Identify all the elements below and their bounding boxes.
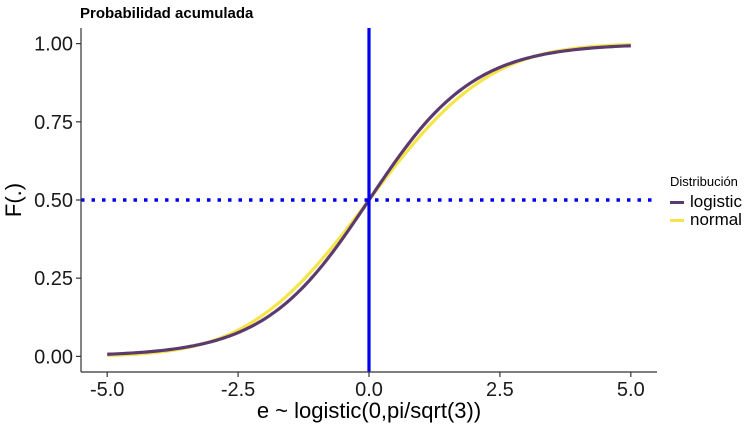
- y-tick-label: 0.00: [34, 346, 73, 368]
- y-tick-label: 1.00: [34, 34, 73, 56]
- x-axis-title: e ~ logistic(0,pi/sqrt(3)): [257, 398, 481, 423]
- legend-label-logistic: logistic: [690, 192, 742, 211]
- chart-title: Probabilidad acumulada: [80, 5, 254, 22]
- legend: Distribución logistic normal: [670, 174, 742, 229]
- legend-key-normal: [670, 218, 684, 222]
- x-tick-label: 5.0: [617, 379, 645, 401]
- x-tick-label: -2.5: [221, 379, 255, 401]
- y-tick-label: 0.50: [34, 190, 73, 212]
- x-tick-label: 2.5: [486, 379, 514, 401]
- legend-title: Distribución: [670, 174, 738, 189]
- legend-item-normal: normal: [670, 210, 742, 229]
- legend-label-normal: normal: [690, 210, 742, 229]
- x-tick-label: -5.0: [90, 379, 124, 401]
- y-tick-label: 0.75: [34, 112, 73, 134]
- legend-item-logistic: logistic: [670, 192, 742, 211]
- y-tick-label: 0.25: [34, 268, 73, 290]
- ticks-layer: 0.00 0.25 0.50 0.75 1.00 -5.0 -2.5 0.0 2.5 5.0: [34, 34, 645, 401]
- legend-key-logistic: [670, 200, 684, 204]
- y-axis-title: F(.): [1, 183, 26, 217]
- x-tick-label: 0.0: [355, 379, 383, 401]
- reference-lines-layer: [81, 28, 657, 372]
